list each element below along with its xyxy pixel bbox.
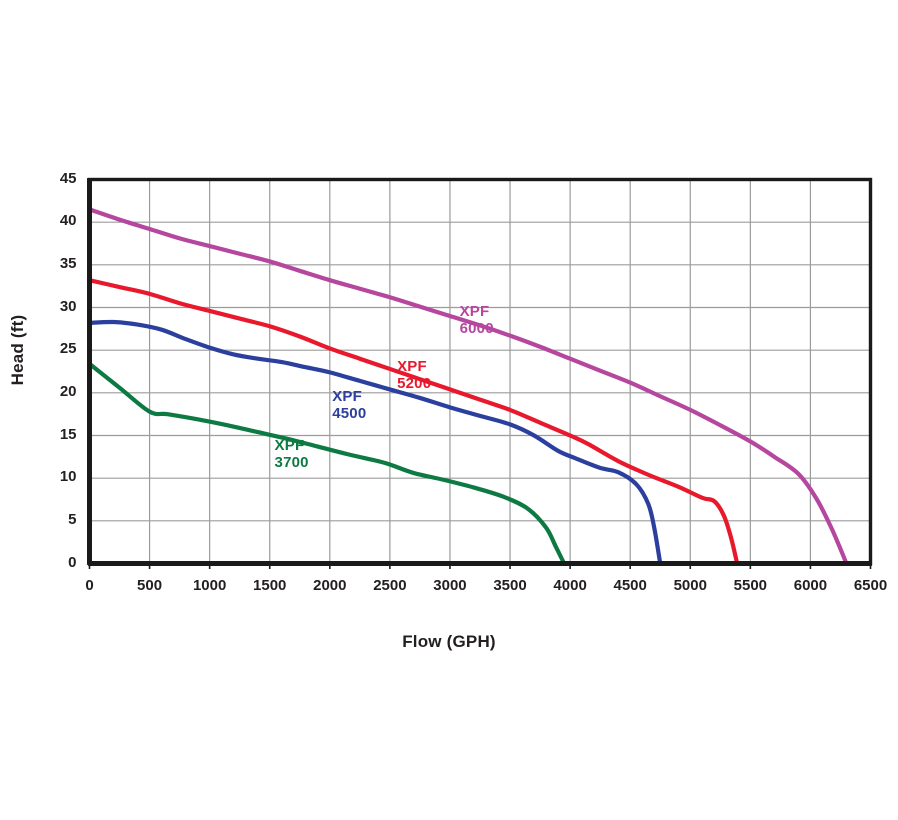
curve-xpf-4500 <box>87 319 663 566</box>
y-tick-label: 40 <box>59 212 77 230</box>
x-tick-label: 0 <box>85 576 94 594</box>
x-tick-label: 6500 <box>853 576 888 594</box>
curve-label-xpf-4500: XPF 4500 <box>332 387 367 422</box>
x-tick-label: 6000 <box>793 576 828 594</box>
curve-xpf-3700 <box>87 361 567 566</box>
y-tick-label: 0 <box>68 553 77 571</box>
curve-series-group <box>87 207 849 566</box>
x-tick-label: 4500 <box>613 576 647 594</box>
plot-frame <box>87 177 873 566</box>
x-tick-label: 2500 <box>373 576 407 594</box>
y-tick-label: 15 <box>59 425 77 443</box>
y-tick-label: 45 <box>59 169 77 187</box>
y-tick-label: 35 <box>59 254 77 272</box>
x-tick-label: 1500 <box>253 576 287 594</box>
gridlines <box>89 179 871 564</box>
x-tick-label: 5000 <box>673 576 707 594</box>
x-tick-label: 3500 <box>493 576 527 594</box>
x-axis-title: Flow (GPH) <box>402 632 496 651</box>
x-tick-label: 2000 <box>313 576 347 594</box>
y-tick-label: 20 <box>59 382 77 400</box>
curve-xpf-6000 <box>87 207 849 566</box>
curve-label-xpf-3700: XPF 3700 <box>274 437 309 472</box>
y-tick-label: 5 <box>68 510 77 528</box>
x-tick-label: 5500 <box>733 576 768 594</box>
curve-label-xpf-5200: XPF 5200 <box>397 357 432 392</box>
x-tick-label: 1000 <box>192 576 227 594</box>
y-tick-label: 25 <box>59 340 77 358</box>
y-tick-label: 30 <box>59 297 77 315</box>
x-tick-label: 500 <box>137 576 163 594</box>
curve-xpf-5200 <box>87 278 740 566</box>
x-tick-label: 4000 <box>553 576 587 594</box>
curve-label-xpf-6000: XPF 6000 <box>459 303 494 338</box>
x-tick-label: 3000 <box>433 576 467 594</box>
y-tick-label: 10 <box>59 468 77 486</box>
tick-marks <box>88 563 872 569</box>
